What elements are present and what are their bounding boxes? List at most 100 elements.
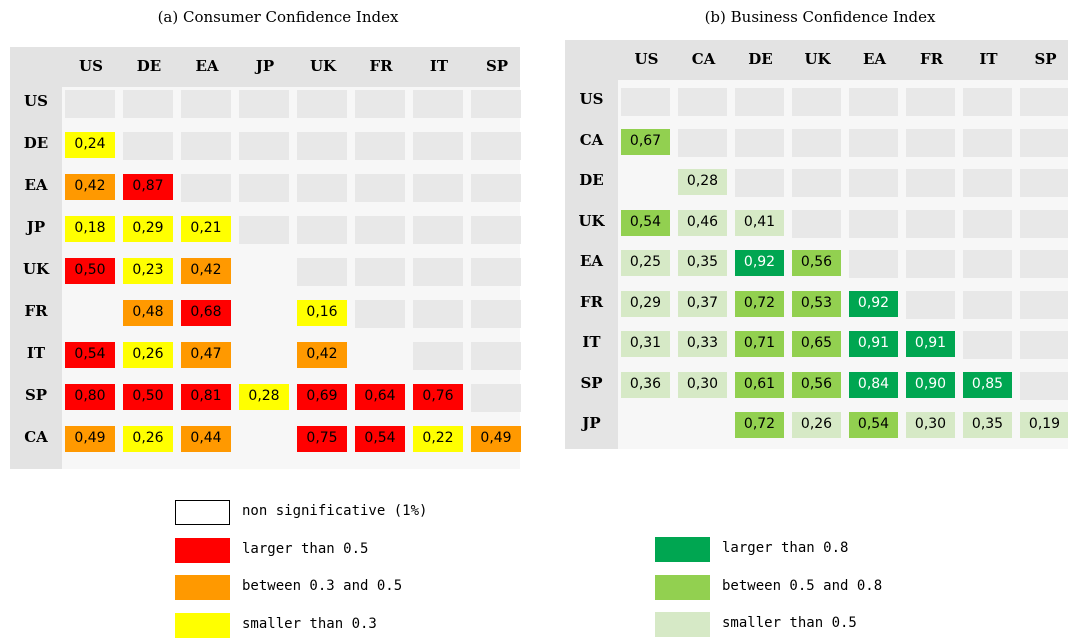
row-header: JP	[582, 414, 601, 432]
empty-cell	[239, 216, 289, 244]
empty-cell	[963, 250, 1012, 278]
heat-cell: 0,22	[413, 426, 463, 452]
legend-label: between 0.5 and 0.8	[722, 577, 883, 594]
heat-cell: 0,87	[123, 174, 173, 200]
legend-swatch	[655, 612, 710, 637]
heat-cell: 0,29	[123, 216, 173, 242]
row-header: SP	[24, 386, 48, 404]
empty-cell	[413, 300, 463, 328]
empty-cell	[792, 169, 841, 197]
empty-cell	[621, 88, 670, 116]
empty-cell	[355, 132, 405, 160]
heat-cell: 0,31	[621, 331, 670, 357]
empty-cell	[471, 384, 521, 412]
empty-cell	[355, 300, 405, 328]
empty-cell	[413, 132, 463, 160]
empty-cell	[906, 250, 955, 278]
heat-cell: 0,84	[849, 371, 898, 398]
legend-swatch	[175, 537, 230, 563]
legend-label: non significative (1%)	[242, 503, 428, 519]
header-bar	[565, 40, 1068, 80]
legend-label: larger than 0.8	[722, 540, 849, 556]
heat-cell: 0,92	[849, 290, 898, 317]
empty-cell	[849, 250, 898, 278]
column-header: EA	[195, 57, 219, 75]
heat-cell: 0,36	[621, 371, 670, 398]
heat-cell: 0,16	[297, 300, 347, 326]
empty-cell	[735, 169, 784, 197]
empty-cell	[678, 88, 727, 116]
empty-cell	[413, 342, 463, 370]
heat-cell: 0,25	[621, 250, 670, 276]
empty-cell	[297, 216, 347, 244]
column-header: UK	[309, 57, 337, 75]
empty-cell	[963, 209, 1012, 238]
empty-cell	[1020, 290, 1068, 319]
empty-cell	[906, 169, 955, 197]
heat-cell: 0,72	[735, 412, 784, 438]
empty-cell	[471, 216, 521, 244]
empty-cell	[471, 342, 521, 370]
heat-cell: 0,42	[297, 342, 347, 368]
heat-cell: 0,53	[792, 290, 841, 317]
heat-cell: 0,29	[621, 290, 670, 317]
heat-cell: 0,64	[355, 384, 405, 410]
empty-cell	[413, 174, 463, 202]
heat-cell: 0,54	[65, 342, 115, 368]
row-header: IT	[582, 333, 601, 351]
row-header: FR	[579, 292, 604, 311]
empty-cell	[963, 88, 1012, 116]
heat-cell: 0,61	[735, 371, 784, 398]
heat-cell: 0,21	[181, 216, 231, 242]
heat-cell: 0,91	[906, 331, 955, 357]
heat-cell: 0,72	[735, 290, 784, 317]
empty-cell	[792, 88, 841, 116]
empty-cell	[413, 216, 463, 244]
empty-cell	[181, 174, 231, 202]
heat-cell: 0,35	[963, 412, 1012, 438]
empty-cell	[906, 290, 955, 319]
row-header: SP	[580, 373, 603, 392]
heat-cell: 0,42	[65, 174, 115, 200]
empty-cell	[297, 132, 347, 160]
legend-swatch	[175, 500, 230, 525]
empty-cell	[471, 258, 521, 286]
empty-cell	[678, 128, 727, 157]
label-column	[10, 47, 62, 469]
heat-cell: 0,18	[65, 216, 115, 242]
heat-cell: 0,30	[678, 371, 727, 398]
empty-cell	[65, 90, 115, 118]
heat-cell: 0,68	[181, 300, 231, 326]
empty-cell	[239, 174, 289, 202]
empty-cell	[297, 258, 347, 286]
empty-cell	[355, 90, 405, 118]
column-header: IT	[429, 57, 449, 75]
legend-label: between 0.3 and 0.5	[242, 578, 403, 594]
empty-cell	[1020, 128, 1068, 157]
legend-label: smaller than 0.3	[242, 615, 377, 632]
empty-cell	[181, 132, 231, 160]
heat-cell: 0,23	[123, 258, 173, 284]
heat-cell: 0,50	[123, 384, 173, 410]
heat-cell: 0,56	[792, 250, 841, 276]
row-header: US	[579, 90, 604, 108]
row-header: IT	[26, 344, 46, 362]
row-header: EA	[24, 176, 48, 194]
header-bar	[10, 47, 520, 87]
heat-cell: 0,75	[297, 426, 347, 452]
heat-cell: 0,48	[123, 300, 173, 326]
row-header: CA	[24, 428, 48, 446]
heat-cell: 0,42	[181, 258, 231, 284]
empty-cell	[123, 90, 173, 118]
empty-cell	[239, 132, 289, 160]
column-header: US	[634, 50, 659, 68]
legend-swatch	[655, 574, 710, 600]
empty-cell	[849, 88, 898, 116]
row-header: US	[24, 92, 48, 110]
heat-cell: 0,90	[906, 371, 955, 398]
heat-cell: 0,50	[65, 258, 115, 284]
row-header: DE	[579, 171, 604, 189]
empty-cell	[181, 90, 231, 118]
heat-cell: 0,35	[678, 250, 727, 276]
